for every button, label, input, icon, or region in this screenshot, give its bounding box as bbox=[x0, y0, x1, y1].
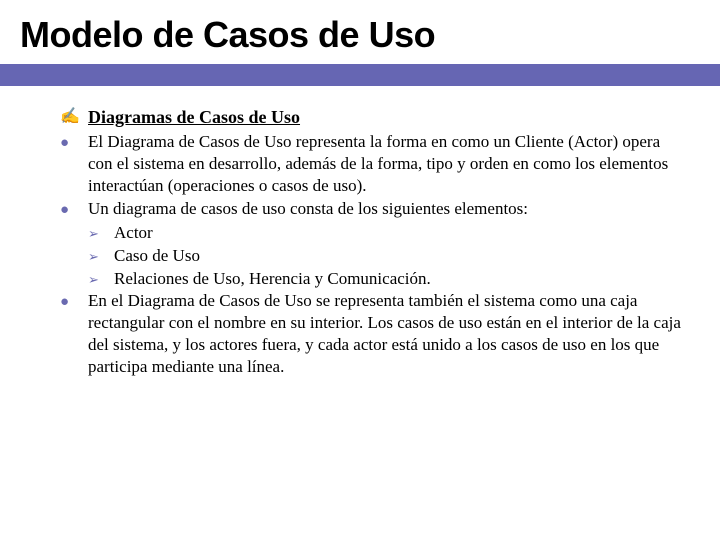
chevron-icon: ➢ bbox=[88, 249, 99, 266]
sub-list-item: ➢ Caso de Uso bbox=[88, 245, 684, 267]
slide-title: Modelo de Casos de Uso bbox=[20, 14, 720, 56]
list-item: ● En el Diagrama de Casos de Uso se repr… bbox=[60, 290, 684, 377]
bullet-icon: ● bbox=[60, 293, 69, 312]
bullet-icon: ● bbox=[60, 134, 69, 153]
heading-text: Diagramas de Casos de Uso bbox=[88, 107, 300, 127]
chevron-icon: ➢ bbox=[88, 272, 99, 289]
sub-list-item: ➢ Relaciones de Uso, Herencia y Comunica… bbox=[88, 268, 684, 290]
bullet-icon: ● bbox=[60, 201, 69, 220]
list-item: ● El Diagrama de Casos de Uso representa… bbox=[60, 131, 684, 196]
item-text: Un diagrama de casos de uso consta de lo… bbox=[88, 199, 528, 218]
sub-item-text: Actor bbox=[114, 223, 153, 242]
sub-item-text: Caso de Uso bbox=[114, 246, 200, 265]
item-text: El Diagrama de Casos de Uso representa l… bbox=[88, 132, 668, 195]
list-item-heading: ✍ Diagramas de Casos de Uso bbox=[60, 106, 684, 129]
sub-item-text: Relaciones de Uso, Herencia y Comunicaci… bbox=[114, 269, 431, 288]
list-item: ● Un diagrama de casos de uso consta de … bbox=[60, 198, 684, 220]
hand-writing-icon: ✍ bbox=[60, 107, 80, 127]
accent-bar bbox=[0, 64, 720, 86]
item-text: En el Diagrama de Casos de Uso se repres… bbox=[88, 291, 681, 375]
content-area: ✍ Diagramas de Casos de Uso ● El Diagram… bbox=[0, 86, 720, 399]
sub-list-item: ➢ Actor bbox=[88, 222, 684, 244]
chevron-icon: ➢ bbox=[88, 226, 99, 243]
title-area: Modelo de Casos de Uso bbox=[0, 0, 720, 56]
